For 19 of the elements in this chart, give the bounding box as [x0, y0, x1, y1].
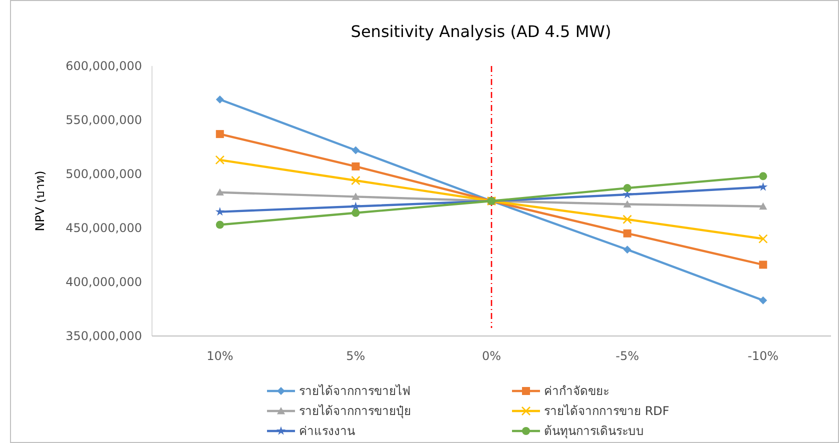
y-tick-label: 450,000,000 [66, 221, 142, 236]
y-axis-title: NPV (บาท) [33, 170, 47, 232]
y-tick-label: 400,000,000 [66, 275, 142, 290]
x-tick-label: -10% [748, 349, 779, 363]
legend-label: รายได้จากการขายไฟ [299, 384, 410, 398]
y-tick-label: 500,000,000 [66, 167, 142, 182]
y-tick-label: 550,000,000 [66, 113, 142, 128]
y-tick-label: 350,000,000 [66, 329, 142, 344]
legend-label: รายได้จากการขาย RDF [544, 404, 670, 418]
chart-title: Sensitivity Analysis (AD 4.5 MW) [350, 22, 612, 41]
x-tick-label: 0% [482, 349, 502, 363]
x-tick-label: 10% [206, 349, 234, 363]
x-tick-label: -5% [616, 349, 639, 363]
y-tick-label: 600,000,000 [66, 59, 142, 74]
legend-label: ค่าแรงงาน [299, 424, 355, 438]
legend-label: ต้นทุนการเดินระบบ [544, 424, 644, 440]
legend-label: รายได้จากการขายปุ๋ย [299, 404, 411, 420]
x-tick-label: 5% [346, 349, 366, 363]
legend-label: ค่ากำจัดขยะ [544, 384, 609, 398]
